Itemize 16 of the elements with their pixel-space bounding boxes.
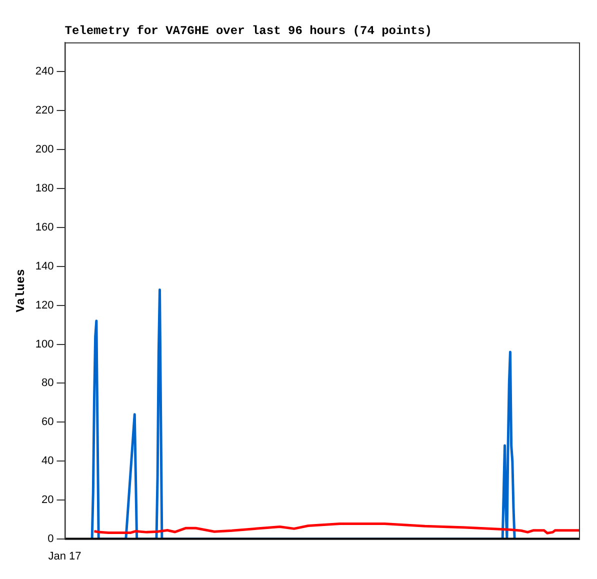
y-tick-label: 240 — [35, 66, 54, 78]
chart-title: Telemetry for VA7GHE over last 96 hours (74 points) — [64, 24, 432, 38]
y-tick-label: 100 — [35, 338, 54, 350]
y-tick-label: 20 — [42, 494, 54, 506]
text: Jan 17 — [48, 550, 82, 563]
y-tick-label: 40 — [42, 455, 54, 468]
y-tick-label: 220 — [35, 104, 54, 117]
y-tick-label: 60 — [42, 416, 54, 428]
y-tick-label: 160 — [35, 221, 54, 234]
y-tick-label: 120 — [35, 299, 54, 312]
y-axis-title: Values — [14, 269, 28, 312]
y-tick-label: 140 — [35, 260, 54, 272]
y-tick-label: 0 — [48, 533, 54, 546]
y-tick-label: 200 — [35, 144, 54, 156]
y-tick-label: 80 — [42, 377, 54, 390]
y-tick-label: 180 — [35, 182, 54, 194]
